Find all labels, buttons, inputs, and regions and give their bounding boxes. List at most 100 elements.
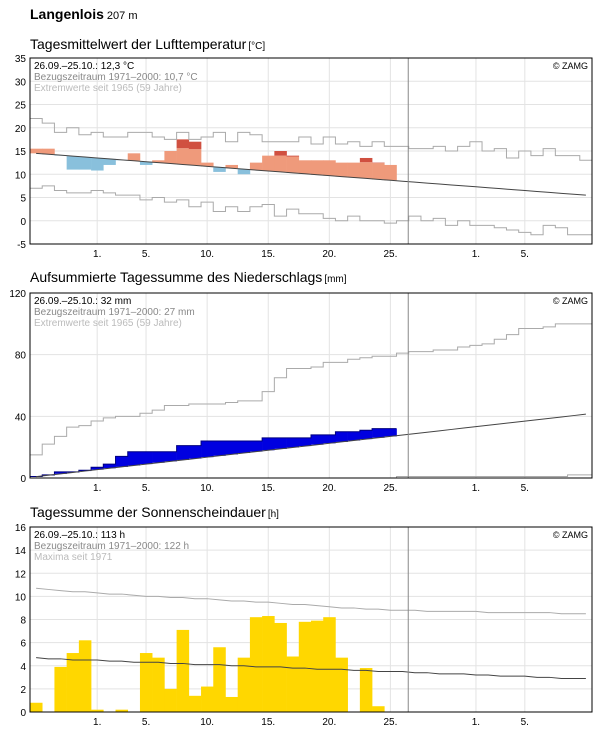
y-tick-label: 0 (20, 217, 26, 228)
precip-surplus-band (213, 441, 226, 456)
y-tick-label: -5 (17, 240, 26, 251)
x-tick-label: 5. (521, 483, 529, 494)
x-tick-label: 5. (521, 249, 529, 260)
temp-bar-warm (152, 160, 165, 163)
temp-bar-warm (335, 162, 348, 177)
y-tick-label: 40 (15, 412, 27, 423)
copyright-label: © ZAMG (553, 530, 588, 540)
legend-current: 26.09.–25.10.: 12,3 °C (34, 61, 134, 72)
station-altitude: 207 m (106, 10, 138, 22)
precip-surplus-band (201, 441, 214, 458)
sunshine-bar (286, 656, 300, 712)
temp-bar-cold (78, 157, 92, 170)
x-tick-label: 5. (142, 249, 150, 260)
copyright-label: © ZAMG (553, 61, 588, 71)
sunshine-bar (225, 696, 238, 712)
precip-surplus-band (311, 434, 324, 445)
sunshine-bar (91, 709, 104, 712)
temperature-panel-title: Tagesmittelwert der Lufttemperatur [°C] (30, 36, 265, 52)
temp-bar-warm (201, 162, 214, 167)
sunshine-bar (372, 706, 385, 712)
temp-bar-warm-strong (274, 151, 287, 156)
sunshine-bar (139, 653, 153, 712)
x-tick-label: 1. (472, 249, 480, 260)
precipitation-chart: 1. 5. 10. 15. 20. 25. 1. 5. 0 40 80 120 26.09.–25.10… (9, 289, 593, 494)
legend-current: 26.09.–25.10.: 32 mm (34, 296, 131, 307)
y-tick-label: 5 (20, 194, 26, 205)
sunshine-bar (30, 702, 43, 712)
precip-sum-line (30, 428, 397, 477)
sunshine-bar (188, 695, 202, 712)
temp-bar-cold (103, 158, 116, 165)
temp-bar-cold (213, 167, 226, 172)
temp-bar-warm (30, 148, 43, 154)
temp-bar-warm-strong (176, 139, 190, 149)
y-tick-label: 0 (20, 708, 26, 719)
temp-bar-warm (311, 160, 324, 175)
climate-normal-line (36, 657, 586, 679)
climate-normal-line (36, 152, 586, 196)
climate-normal-line (36, 413, 586, 478)
sunshine-bar (249, 617, 263, 712)
sunshine-bar (298, 621, 312, 712)
temp-bar-cold (91, 157, 104, 171)
temp-bar-warm (372, 163, 385, 180)
precip-surplus-band (286, 437, 300, 448)
y-tick-label: 0 (20, 474, 26, 485)
precip-surplus-band (237, 441, 251, 454)
sunshine-bar (164, 688, 177, 712)
y-tick-label: 10 (15, 592, 27, 603)
y-tick-label: 4 (20, 662, 26, 673)
precip-surplus-band (115, 456, 129, 467)
y-tick-label: 15 (15, 147, 27, 158)
x-tick-label: 5. (142, 483, 150, 494)
temp-bar-warm (262, 155, 275, 171)
temp-bar-warm (347, 162, 361, 178)
temp-bar-warm-strong (359, 157, 373, 163)
x-tick-label: 5. (142, 717, 150, 728)
temperature-title: Tagesmittelwert der Lufttemperatur (30, 36, 247, 52)
x-tick-label: 5. (521, 717, 529, 728)
precip-surplus-band (176, 445, 190, 460)
temp-bar-warm (249, 162, 263, 171)
sunshine-bar (262, 616, 275, 712)
extreme-max-line (30, 323, 592, 456)
temp-bar-warm (359, 162, 373, 179)
sunshine-bar (359, 668, 373, 712)
y-tick-label: 30 (15, 77, 27, 88)
legend-extremes: Extremwerte seit 1965 (59 Jahre) (34, 83, 182, 94)
temp-bar-warm-strong (286, 155, 300, 157)
extreme-min-line (30, 185, 592, 236)
precip-surplus-band (298, 437, 312, 447)
legend-extremes: Extremwerte seit 1965 (59 Jahre) (34, 318, 182, 329)
x-tick-label: 1. (93, 249, 101, 260)
precip-surplus-band (249, 441, 263, 452)
x-tick-label: 10. (200, 717, 214, 728)
y-tick-label: 25 (15, 101, 27, 112)
temp-bar-warm (384, 164, 397, 181)
precip-surplus-band (372, 428, 385, 438)
sunshine-bar (176, 629, 190, 712)
sunshine-bar (274, 622, 287, 712)
temp-bar-warm (298, 160, 312, 174)
temp-bar-warm (42, 148, 55, 155)
y-tick-label: 35 (15, 54, 27, 65)
legend-reference: Bezugszeitraum 1971–2000: 10,7 °C (34, 72, 198, 83)
y-tick-label: 12 (15, 569, 27, 580)
temp-bar-warm (286, 156, 300, 173)
temp-bar-cold (237, 169, 251, 175)
legend-reference: Bezugszeitraum 1971–2000: 27 mm (34, 307, 195, 318)
precip-surplus-band (225, 441, 238, 455)
sunshine-panel-title: Tagessumme der Sonnenscheindauer [h] (30, 504, 279, 520)
x-tick-label: 1. (472, 483, 480, 494)
temp-bar-warm (188, 149, 202, 166)
temp-bar-warm (127, 153, 141, 161)
precip-surplus-band (274, 437, 287, 449)
plot-frame (29, 292, 593, 479)
precip-surplus-band (323, 434, 336, 444)
y-tick-label: 16 (15, 523, 27, 534)
sunshine-bar (54, 666, 67, 712)
y-tick-label: 6 (20, 639, 26, 650)
precip-surplus-band (188, 445, 202, 459)
temp-bar-warm-strong (188, 141, 202, 150)
